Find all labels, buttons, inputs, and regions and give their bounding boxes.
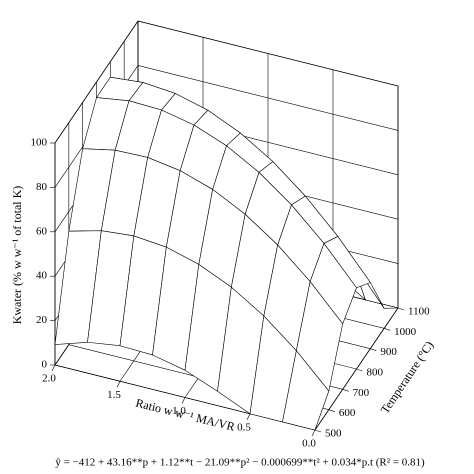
tick-mark <box>51 364 56 372</box>
z-tick-label: 40 <box>36 270 48 282</box>
tick-mark <box>246 413 251 420</box>
tick-mark <box>384 328 391 331</box>
z-tick-label: 0 <box>42 359 48 371</box>
tick-mark <box>181 397 186 404</box>
x-tick-label: 0.5 <box>237 421 251 433</box>
surface-cell <box>282 350 330 431</box>
x-tick-label: 2.0 <box>42 373 56 385</box>
z-axis-title: Kwater (% w w⁻¹ of total K) <box>10 186 24 325</box>
surface <box>54 76 399 431</box>
x-tick-label: 0.0 <box>302 438 316 450</box>
x-axis-title: Ratio w w⁻¹ MA/VR <box>134 396 236 434</box>
y-tick-label: 800 <box>367 367 384 379</box>
tick-mark <box>328 409 335 412</box>
y-tick-label: 1100 <box>408 306 430 318</box>
x-tick-label: 1.0 <box>172 405 186 417</box>
tick-mark <box>397 307 405 311</box>
z-tick-label: 20 <box>36 314 48 326</box>
tick-mark <box>314 429 322 433</box>
z-tick-label: 100 <box>31 137 48 149</box>
y-tick-label: 900 <box>380 346 397 358</box>
tick-mark <box>116 381 121 388</box>
y-tick-label: 500 <box>325 428 342 440</box>
tick-mark <box>342 389 349 392</box>
y-tick-label: 700 <box>353 387 370 399</box>
z-tick-label: 80 <box>36 181 48 193</box>
tick-mark <box>311 429 316 437</box>
labels: 0 20 40 60 80 100 0.0 0.5 1.0 1.5 2.0 500 600 700 800 9… <box>31 137 431 450</box>
equation: ŷ = −412 + 43.16**p + 1.12**t − 21.09**p… <box>55 457 425 469</box>
y-tick-label: 600 <box>339 407 356 419</box>
z-tick-label: 60 <box>36 225 48 237</box>
x-tick-label: 1.5 <box>107 389 121 401</box>
tick-mark <box>356 368 363 372</box>
y-tick-label: 1000 <box>394 326 417 338</box>
tick-mark <box>370 348 377 351</box>
